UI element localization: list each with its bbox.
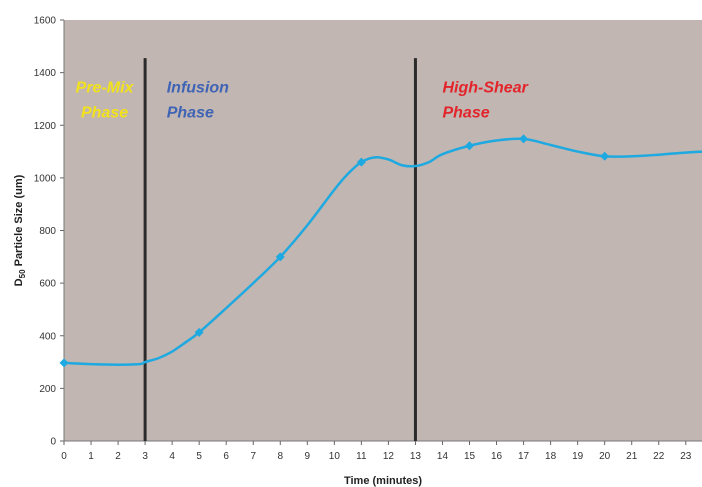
series-markers [59, 134, 610, 368]
x-tick-label: 15 [464, 451, 476, 462]
x-tick-label: 8 [277, 451, 283, 462]
y-tick-label: 400 [39, 331, 56, 342]
x-tick-label: 16 [491, 451, 503, 462]
phase-label: Pre-Mix [76, 79, 135, 96]
x-tick-label: 6 [223, 451, 229, 462]
x-axis-title: Time (minutes) [344, 475, 422, 487]
x-tick-label: 17 [518, 451, 530, 462]
x-tick-label: 22 [653, 451, 665, 462]
x-tick-label: 5 [196, 451, 202, 462]
y-tick-label: 800 [39, 226, 56, 237]
y-axis-title-main: D [13, 278, 25, 286]
x-tick-label: 4 [169, 451, 175, 462]
x-tick-label: 20 [599, 451, 611, 462]
data-point-marker [465, 141, 475, 151]
x-tick-label: 0 [61, 451, 67, 462]
x-tick-label: 9 [305, 451, 311, 462]
phase-label: Phase [167, 104, 214, 121]
phase-labels: Pre-Mix Phase Infusion Phase High-Shear Phase [76, 79, 529, 121]
plot-area [64, 20, 702, 441]
x-tick-label: 13 [410, 451, 422, 462]
x-tick-label: 3 [142, 451, 148, 462]
x-tick-label: 1 [88, 451, 94, 462]
y-tick-label: 1000 [34, 173, 57, 184]
x-tick-label: 10 [329, 451, 341, 462]
data-point-marker [194, 327, 204, 337]
y-tick-label: 1400 [34, 68, 57, 79]
x-tick-label: 14 [437, 451, 449, 462]
x-tick-label: 23 [680, 451, 692, 462]
y-axis-title-rest: Particle Size (um) [13, 174, 25, 269]
y-axis-title: D50 Particle Size (um) [13, 174, 27, 286]
series-line [63, 137, 702, 366]
y-tick-label: 1600 [34, 16, 57, 27]
phase-label: Infusion [167, 79, 229, 96]
data-point-marker [275, 252, 285, 262]
y-tick-label: 600 [39, 279, 56, 290]
data-point-marker [356, 157, 366, 167]
y-tick-label: 0 [50, 437, 56, 448]
x-tick-label: 2 [115, 451, 121, 462]
phase-label: High-Shear [442, 79, 528, 96]
x-tick-label: 18 [545, 451, 557, 462]
phase-dividers [143, 58, 417, 441]
data-point-marker [600, 151, 610, 161]
data-point-marker [59, 358, 69, 368]
y-axis-ticks: 0 200 400 600 800 1000 1200 1400 1600 [34, 16, 65, 448]
phase-label: Phase [81, 104, 128, 121]
data-point-marker [519, 134, 529, 144]
y-tick-label: 200 [39, 384, 56, 395]
x-tick-label: 19 [572, 451, 584, 462]
x-tick-label: 11 [356, 451, 367, 462]
x-axis-ticks: 0 1 2 3 4 5 6 7 8 9 10 11 12 13 14 15 16 17 18 19 20 21 22 23 [61, 440, 702, 462]
phase-label: Phase [442, 104, 489, 121]
x-tick-label: 21 [626, 451, 638, 462]
y-axis-title-subscript: 50 [18, 269, 27, 278]
x-tick-label: 12 [383, 451, 395, 462]
y-tick-label: 1200 [34, 121, 57, 132]
x-tick-label: 7 [250, 451, 256, 462]
